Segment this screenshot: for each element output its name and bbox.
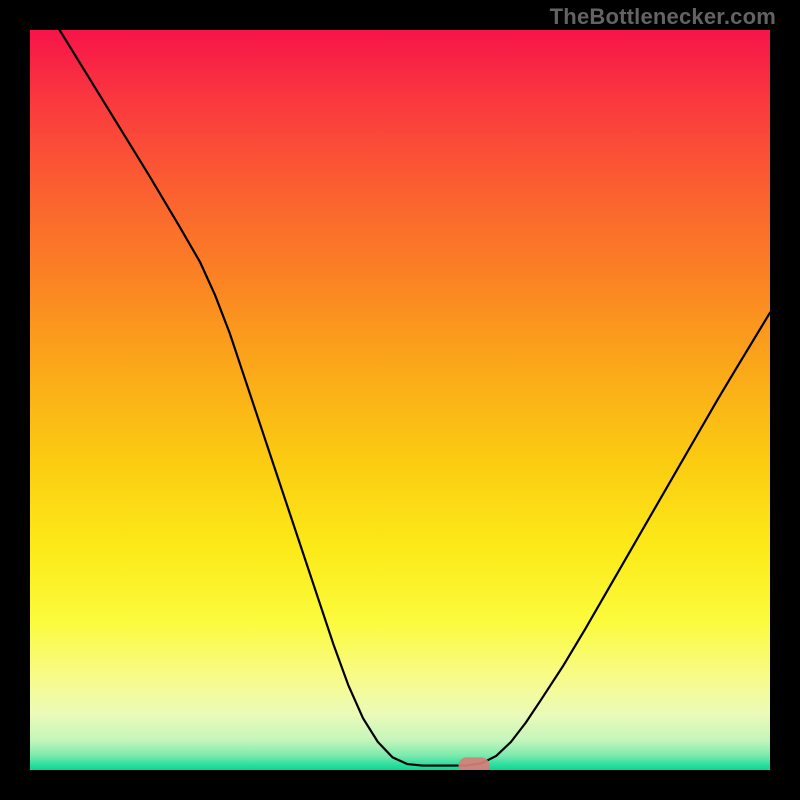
- plot-area: [30, 30, 770, 770]
- plot-background: [30, 30, 770, 770]
- plot-svg: [30, 30, 770, 770]
- optimal-marker: [458, 757, 489, 770]
- watermark-text: TheBottlenecker.com: [550, 4, 776, 30]
- chart-frame: TheBottlenecker.com: [0, 0, 800, 800]
